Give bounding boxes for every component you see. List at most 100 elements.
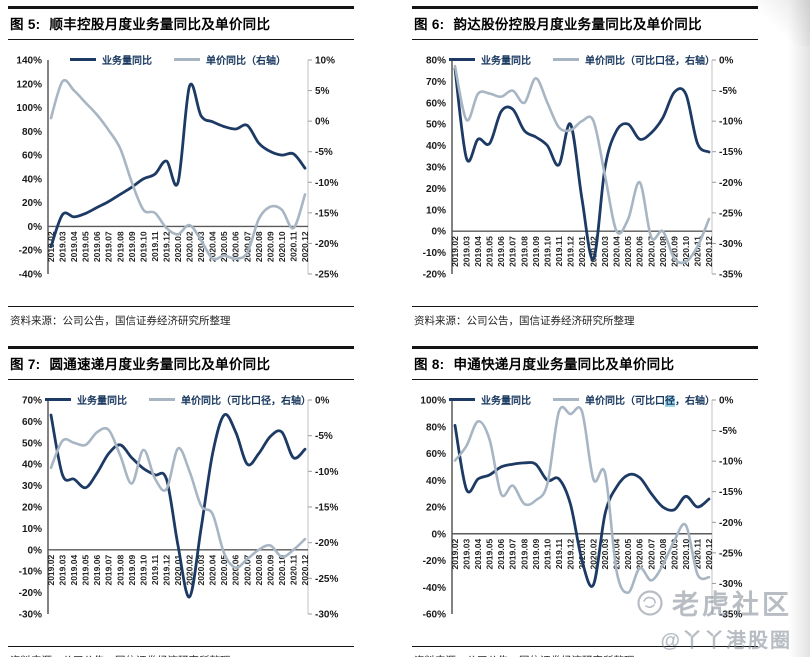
svg-text:2019.08: 2019.08 bbox=[115, 231, 125, 262]
svg-text:-30%: -30% bbox=[719, 579, 742, 590]
svg-text:-10%: -10% bbox=[719, 117, 742, 128]
legend-item-volume: 业务量同比 bbox=[45, 392, 127, 407]
svg-text:2019.10: 2019.10 bbox=[542, 236, 552, 267]
svg-text:-35%: -35% bbox=[719, 610, 742, 621]
svg-text:-40%: -40% bbox=[423, 583, 446, 594]
svg-text:-20%: -20% bbox=[19, 246, 42, 257]
chart-area: 业务量同比 单价同比（可比口径，右轴） 70% 60% 50% 40% 30% 20% 10%… bbox=[8, 386, 354, 638]
svg-text:2019.09: 2019.09 bbox=[531, 236, 541, 267]
svg-text:2019.11: 2019.11 bbox=[554, 236, 564, 267]
svg-text:70%: 70% bbox=[22, 396, 42, 407]
svg-text:-20%: -20% bbox=[19, 588, 42, 599]
svg-text:60%: 60% bbox=[22, 151, 42, 162]
svg-text:-10%: -10% bbox=[315, 178, 338, 189]
svg-text:40%: 40% bbox=[426, 476, 446, 487]
legend-line-swatch bbox=[149, 398, 175, 401]
svg-text:0%: 0% bbox=[719, 396, 734, 407]
legend-item-price: 单价同比（可比口径，右轴） bbox=[149, 392, 311, 407]
svg-text:2019.06: 2019.06 bbox=[496, 539, 506, 570]
svg-text:2020.09: 2020.09 bbox=[669, 236, 679, 267]
svg-text:-10%: -10% bbox=[315, 467, 338, 478]
svg-text:-30%: -30% bbox=[315, 610, 338, 621]
svg-text:60%: 60% bbox=[426, 449, 446, 460]
svg-text:2019.05: 2019.05 bbox=[485, 539, 495, 570]
source-note: 资料来源：公司公告，国信证券经济研究所整理 bbox=[8, 306, 354, 328]
svg-text:2020.11: 2020.11 bbox=[289, 555, 299, 586]
svg-text:2020.02: 2020.02 bbox=[589, 236, 599, 267]
svg-text:-20%: -20% bbox=[719, 518, 742, 529]
svg-text:40%: 40% bbox=[426, 141, 446, 152]
svg-text:-30%: -30% bbox=[19, 610, 42, 621]
chart-legend: 业务量同比 单价同比（可比口径，右轴） bbox=[449, 392, 715, 407]
svg-text:2020.11: 2020.11 bbox=[289, 231, 299, 262]
highlighted-text: 径 bbox=[665, 396, 675, 407]
legend-label: 业务量同比 bbox=[481, 56, 531, 67]
svg-text:2020.07: 2020.07 bbox=[646, 236, 656, 267]
svg-text:2019.05: 2019.05 bbox=[485, 236, 495, 267]
svg-text:2019.12: 2019.12 bbox=[162, 555, 172, 586]
source-note: 资料来源：公司公告，国信证券经济研究所整理 bbox=[412, 646, 758, 657]
svg-text:20%: 20% bbox=[22, 503, 42, 514]
svg-text:-15%: -15% bbox=[315, 208, 338, 219]
chart-area: 业务量同比 单价同比（可比口径，右轴） 100% 80% 60% 40% 20% 0% -20… bbox=[412, 386, 758, 638]
svg-text:2020.10: 2020.10 bbox=[681, 236, 691, 267]
svg-text:2019.04: 2019.04 bbox=[473, 539, 483, 570]
svg-text:2020.05: 2020.05 bbox=[623, 236, 633, 267]
svg-text:2019.06: 2019.06 bbox=[92, 231, 102, 262]
svg-text:2020.09: 2020.09 bbox=[265, 555, 275, 586]
svg-text:2019.10: 2019.10 bbox=[138, 231, 148, 262]
svg-text:2020.03: 2020.03 bbox=[196, 231, 206, 262]
svg-text:100%: 100% bbox=[16, 103, 42, 114]
svg-text:2020.09: 2020.09 bbox=[669, 539, 679, 570]
legend-line-swatch bbox=[174, 58, 200, 61]
legend-label: 业务量同比 bbox=[481, 396, 531, 407]
chart-canvas-figure-5: 140% 120% 100% 80% 60% 40% 20% 0% -20% -40% 10% 5% 0… bbox=[16, 56, 338, 281]
svg-text:2019.09: 2019.09 bbox=[127, 231, 137, 262]
svg-text:-15%: -15% bbox=[719, 487, 742, 498]
svg-text:60%: 60% bbox=[426, 98, 446, 109]
chart-legend: 业务量同比 单价同比（可比口径，右轴） bbox=[449, 52, 715, 67]
svg-text:50%: 50% bbox=[22, 438, 42, 449]
figure-label: 图 8: bbox=[414, 357, 445, 372]
svg-text:2019.05: 2019.05 bbox=[81, 231, 91, 262]
chart-legend: 业务量同比 单价同比（可比口径，右轴） bbox=[45, 392, 311, 407]
figure-panel-8: 图 8: 申通快递月度业务量同比及单价同比 业务量同比 单价同比（可比口径，右轴） … bbox=[412, 346, 758, 657]
panel-title: 图 6: 韵达股份控股月度业务量同比及单价同比 bbox=[412, 6, 758, 40]
svg-text:2020.10: 2020.10 bbox=[277, 231, 287, 262]
legend-item-volume: 业务量同比 bbox=[449, 392, 531, 407]
svg-text:2020.11: 2020.11 bbox=[693, 539, 703, 570]
svg-text:2019.02: 2019.02 bbox=[46, 555, 56, 586]
svg-text:2020.11: 2020.11 bbox=[693, 236, 703, 267]
source-note: 资料来源：公司公告，国信证券经济研究所整理 bbox=[412, 306, 758, 328]
svg-text:2019.12: 2019.12 bbox=[566, 236, 576, 267]
svg-text:2019.06: 2019.06 bbox=[92, 555, 102, 586]
legend-label: 单价同比（右轴） bbox=[206, 56, 286, 67]
svg-text:-10%: -10% bbox=[423, 248, 446, 259]
svg-text:120%: 120% bbox=[16, 79, 42, 90]
svg-text:10%: 10% bbox=[22, 524, 42, 535]
svg-text:2020.06: 2020.06 bbox=[635, 539, 645, 570]
svg-text:2020.09: 2020.09 bbox=[265, 231, 275, 262]
figure-panel-7: 图 7: 圆通速递月度业务量同比及单价同比 业务量同比 单价同比（可比口径，右轴） … bbox=[8, 346, 354, 657]
svg-text:2020.01: 2020.01 bbox=[173, 231, 183, 262]
svg-text:2020.02: 2020.02 bbox=[185, 231, 195, 262]
svg-text:5%: 5% bbox=[315, 86, 330, 97]
svg-text:-20%: -20% bbox=[423, 556, 446, 567]
svg-text:-20%: -20% bbox=[315, 239, 338, 250]
svg-text:0%: 0% bbox=[315, 117, 330, 128]
svg-text:-40%: -40% bbox=[19, 270, 42, 281]
svg-text:2020.12: 2020.12 bbox=[300, 231, 310, 262]
svg-text:80%: 80% bbox=[426, 422, 446, 433]
svg-text:-20%: -20% bbox=[315, 538, 338, 549]
svg-text:-30%: -30% bbox=[719, 239, 742, 250]
panel-title-text: 圆通速递月度业务量同比及单价同比 bbox=[49, 357, 271, 372]
svg-text:-5%: -5% bbox=[719, 426, 737, 437]
svg-text:70%: 70% bbox=[426, 77, 446, 88]
svg-text:2019.08: 2019.08 bbox=[519, 236, 529, 267]
svg-text:2020.08: 2020.08 bbox=[254, 555, 264, 586]
svg-text:2020.07: 2020.07 bbox=[646, 539, 656, 570]
legend-line-swatch bbox=[449, 58, 475, 61]
svg-text:2020.10: 2020.10 bbox=[681, 539, 691, 570]
svg-text:2020.04: 2020.04 bbox=[612, 539, 622, 570]
svg-text:2020.12: 2020.12 bbox=[704, 236, 714, 267]
